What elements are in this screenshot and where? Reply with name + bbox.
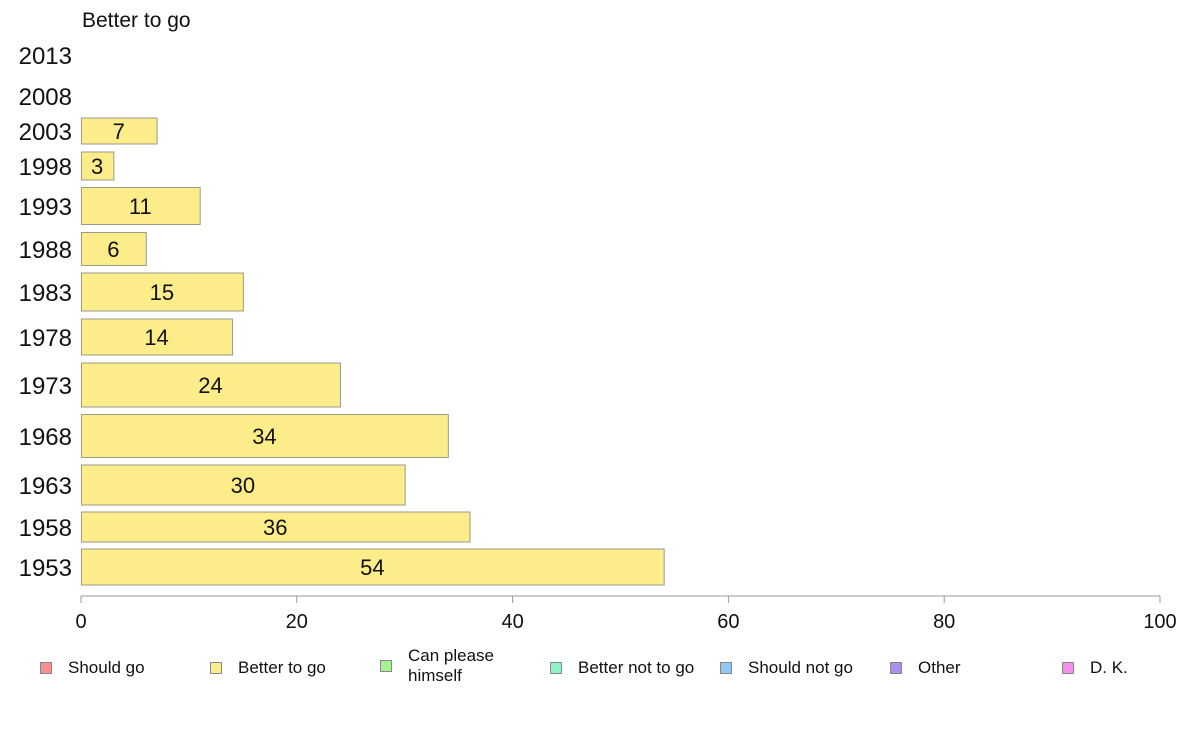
x-tick-label: 80 bbox=[933, 611, 955, 633]
category-label: 1963 bbox=[19, 473, 72, 500]
category-label: 1978 bbox=[19, 325, 72, 352]
bar bbox=[81, 318, 234, 356]
x-tick-label: 20 bbox=[286, 611, 308, 633]
category-label: 1953 bbox=[19, 555, 72, 582]
legend-label: Should go bbox=[68, 658, 145, 677]
legend-item: Should go bbox=[40, 658, 145, 678]
legend-label: Better to go bbox=[238, 658, 326, 677]
bar bbox=[81, 511, 471, 543]
legend-label: Can please himself bbox=[408, 646, 495, 685]
category-label: 1968 bbox=[19, 424, 72, 451]
legend-label: D. K. bbox=[1090, 658, 1128, 677]
bar-value-label: 24 bbox=[198, 373, 222, 398]
bar-value-label: 7 bbox=[113, 119, 125, 144]
category-label: 2003 bbox=[19, 119, 72, 146]
bar-value-label: 34 bbox=[252, 424, 276, 449]
bar bbox=[81, 151, 115, 181]
bar bbox=[81, 464, 406, 506]
category-label: 1988 bbox=[19, 237, 72, 264]
bar bbox=[81, 272, 244, 312]
bar-value-label: 36 bbox=[263, 515, 287, 540]
category-label: 2013 bbox=[19, 43, 72, 70]
x-tick-label: 60 bbox=[717, 611, 739, 633]
legend-item: Can please himself bbox=[380, 646, 508, 686]
bar-value-label: 30 bbox=[231, 473, 255, 498]
legend-swatch bbox=[890, 662, 902, 674]
x-axis: 0 20 40 60 80 100 bbox=[75, 595, 1177, 633]
bar-value-label: 3 bbox=[91, 154, 103, 179]
bar-value-label: 14 bbox=[144, 325, 168, 350]
category-label: 2008 bbox=[19, 84, 72, 111]
legend-swatch bbox=[720, 662, 732, 674]
legend-swatch bbox=[550, 662, 562, 674]
category-label: 1958 bbox=[19, 515, 72, 542]
x-tick-label: 40 bbox=[501, 611, 523, 633]
legend-label: Better not to go bbox=[578, 658, 695, 677]
legend: Should go Better to go Can please himself B… bbox=[0, 646, 1188, 696]
bar-value-label: 6 bbox=[107, 237, 119, 262]
bar-value-label: 11 bbox=[129, 194, 152, 219]
category-label: 1998 bbox=[19, 154, 72, 181]
legend-item: Other bbox=[890, 658, 961, 678]
bars-group: 2013 2008 2003 7 1998 3 1993 11 1988 6 1983 15 1978 1… bbox=[19, 43, 665, 586]
legend-item: D. K. bbox=[1062, 658, 1128, 678]
legend-label: Other bbox=[918, 658, 961, 677]
legend-item: Better not to go bbox=[550, 658, 694, 678]
bar bbox=[81, 187, 201, 225]
bar-value-label: 54 bbox=[360, 555, 384, 580]
bar bbox=[81, 548, 665, 586]
bar bbox=[81, 362, 341, 408]
chart-title: Better to go bbox=[82, 9, 191, 32]
legend-item: Better to go bbox=[210, 658, 326, 678]
legend-swatch bbox=[380, 660, 392, 672]
category-label: 1993 bbox=[19, 194, 72, 221]
category-label: 1983 bbox=[19, 280, 72, 307]
category-label: 1973 bbox=[19, 373, 72, 400]
legend-swatch bbox=[210, 662, 222, 674]
bar-value-label: 15 bbox=[150, 280, 174, 305]
x-tick-label: 0 bbox=[75, 611, 86, 633]
legend-swatch bbox=[40, 662, 52, 674]
legend-swatch bbox=[1062, 662, 1074, 674]
bar bbox=[81, 117, 158, 145]
bar bbox=[81, 414, 449, 458]
legend-label: Should not go bbox=[748, 658, 853, 677]
bar bbox=[81, 232, 147, 266]
x-tick-label: 100 bbox=[1143, 611, 1176, 633]
legend-item: Should not go bbox=[720, 658, 853, 678]
